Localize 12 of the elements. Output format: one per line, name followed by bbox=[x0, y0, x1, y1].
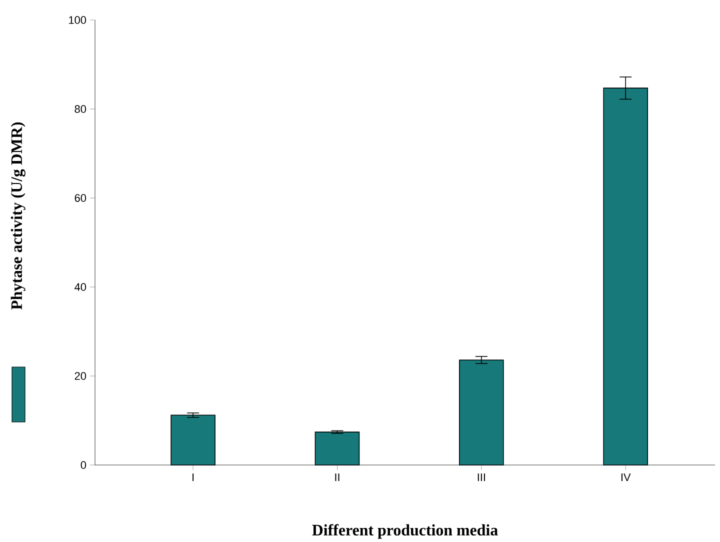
y-tick-label: 0 bbox=[80, 461, 86, 469]
x-tick-label: II bbox=[335, 473, 340, 482]
x-tick-label: IV bbox=[621, 473, 631, 482]
y-tick-label: 40 bbox=[74, 283, 86, 291]
x-tick-label: III bbox=[478, 473, 485, 482]
y-tick-label: 20 bbox=[74, 372, 86, 380]
y-axis-title: Phytase activity (U/g DMR) bbox=[10, 122, 26, 310]
y-tick-label: 80 bbox=[74, 105, 86, 113]
x-tick-label: I bbox=[192, 473, 194, 482]
x-axis-title: Different production media bbox=[312, 524, 498, 539]
y-tick-label: 60 bbox=[74, 194, 86, 202]
y-tick-label: 100 bbox=[69, 16, 86, 24]
